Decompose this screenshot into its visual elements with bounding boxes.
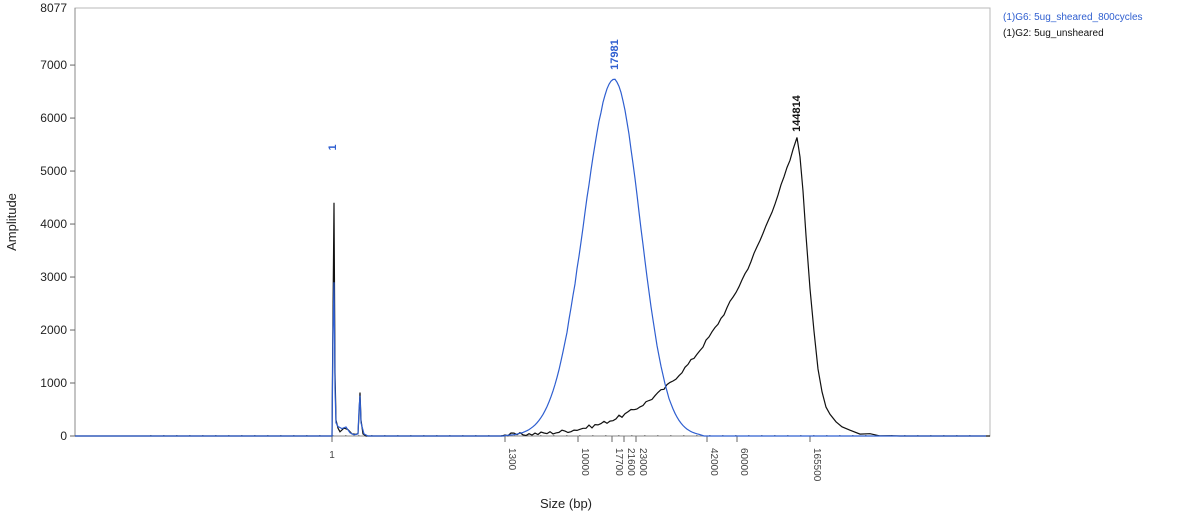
x-tick-label: 21600 bbox=[625, 448, 636, 476]
x-tick-label: 10000 bbox=[579, 448, 590, 476]
baseline-noise-mark bbox=[332, 435, 334, 437]
peak-label: 144814 bbox=[791, 94, 803, 132]
baseline-noise-mark bbox=[592, 435, 594, 437]
y-tick-label: 7000 bbox=[40, 58, 67, 72]
baseline-noise-mark bbox=[527, 435, 529, 437]
peak-label: 1 bbox=[327, 144, 339, 150]
baseline-noise-mark bbox=[540, 435, 542, 437]
x-tick-label: 1300 bbox=[506, 448, 517, 471]
y-max-label: 8077 bbox=[40, 1, 67, 15]
y-tick-label: 1000 bbox=[40, 376, 67, 390]
y-tick-label: 0 bbox=[60, 429, 67, 443]
legend: (1)G6: 5ug_sheared_800cycles (1)G2: 5ug_… bbox=[1003, 10, 1143, 42]
baseline-noise-mark bbox=[670, 435, 672, 437]
y-tick-label: 6000 bbox=[40, 111, 67, 125]
baseline-noise-mark bbox=[553, 435, 555, 437]
y-axis-label: Amplitude bbox=[4, 193, 19, 251]
baseline-noise-mark bbox=[696, 435, 698, 437]
baseline-noise-mark bbox=[566, 435, 568, 437]
legend-entry-unsheared: (1)G2: 5ug_unsheared bbox=[1003, 28, 1104, 39]
baseline-noise-mark bbox=[657, 435, 659, 437]
y-tick-label: 2000 bbox=[40, 323, 67, 337]
x-tick-label: 23000 bbox=[637, 448, 648, 476]
legend-entry-sheared: (1)G6: 5ug_sheared_800cycles bbox=[1003, 12, 1143, 23]
baseline-noise-mark bbox=[618, 435, 620, 437]
plot-area bbox=[74, 7, 991, 437]
y-tick-label: 3000 bbox=[40, 270, 67, 284]
baseline-noise-mark bbox=[579, 435, 581, 437]
x-tick-label: 60000 bbox=[738, 448, 749, 476]
y-tick-label: 5000 bbox=[40, 164, 67, 178]
baseline-noise-mark bbox=[345, 435, 347, 437]
baseline-noise-mark bbox=[631, 435, 633, 437]
series-line-sheared bbox=[75, 78, 986, 437]
baseline-noise-mark bbox=[514, 435, 516, 437]
baseline-noise-mark bbox=[683, 435, 685, 437]
peak-label: 17981 bbox=[609, 39, 621, 70]
x-tick-label: 17700 bbox=[613, 448, 624, 476]
x-tick-label: 1 bbox=[329, 450, 335, 461]
y-tick-label: 4000 bbox=[40, 217, 67, 231]
x-tick-label: 165500 bbox=[811, 448, 822, 482]
baseline-noise-mark bbox=[605, 435, 607, 437]
baseline-noise-mark bbox=[644, 435, 646, 437]
x-tick-label: 42000 bbox=[708, 448, 719, 476]
x-axis-label: Size (bp) bbox=[540, 496, 592, 511]
baseline-noise-mark bbox=[358, 435, 360, 437]
